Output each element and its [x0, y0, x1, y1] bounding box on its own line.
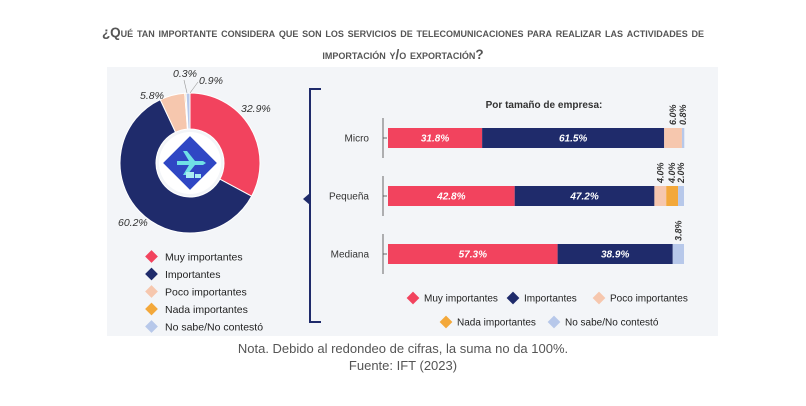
- bar-legend-label-importantes: Importantes: [524, 294, 577, 305]
- chart-title-line-2: importación y/o exportación?: [322, 47, 484, 62]
- legend-label-nada-importantes: Nada importantes: [165, 304, 248, 316]
- bracket-connector: [303, 88, 321, 323]
- donut-label-importantes: 60.2%: [118, 217, 148, 229]
- leader-line: [189, 81, 199, 94]
- source-text: Fuente: IFT (2023): [348, 358, 458, 373]
- bar-segment-mediana-no-sabe-no-contesto: [672, 244, 684, 264]
- legend-marker-poco-importantes: [145, 285, 158, 298]
- donut-slice-no-sabe-no-contesto: [185, 92, 191, 130]
- bar-segment-mediana-importantes: [557, 244, 673, 264]
- bar-segment-micro-no-sabe-no-contesto: [681, 128, 685, 148]
- bracket-line: [309, 88, 321, 323]
- leader-line: [183, 79, 188, 94]
- bar-value-pequena-poco-importantes: 4.0%: [655, 162, 665, 184]
- legend-marker-muy-importantes: [145, 250, 158, 263]
- bar-legend-marker-no-sabe-no-contesto: [547, 315, 561, 329]
- cargo-box-icon: [195, 174, 201, 178]
- legend-label-muy-importantes: Muy importantes: [165, 252, 243, 264]
- bar-value-pequena-muy-importantes: 42.8%: [436, 192, 465, 203]
- legend-marker-no-sabe-no-contesto: [145, 320, 158, 333]
- donut-slice-importantes: [119, 98, 253, 234]
- bar-legend-marker-importantes: [506, 291, 520, 305]
- bar-value-micro-no-sabe-no-contesto: 0.8%: [678, 104, 688, 125]
- bar-legend: Muy importantes Importantes Poco important…: [406, 291, 688, 329]
- bar-value-micro-muy-importantes: 31.8%: [421, 134, 449, 145]
- bar-value-micro-importantes: 61.5%: [559, 134, 587, 145]
- bar-segment-pequena-nada-importantes: [666, 186, 679, 206]
- footnote: Nota. Debido al redondeo de cifras, la s…: [0, 340, 806, 374]
- category-label-pequena: Pequeña: [329, 192, 369, 203]
- donut-chart: 32.9% 60.2% 5.8% 0.3%0.9%: [118, 68, 271, 234]
- bar-segment-micro-muy-importantes: [388, 128, 483, 148]
- category-label-micro: Micro: [345, 134, 370, 145]
- bar-chart-subtitle: Por tamaño de empresa:: [486, 100, 603, 111]
- bar-value-mediana-muy-importantes: 57.3%: [459, 250, 487, 261]
- bar-value-mediana-importantes: 38.9%: [601, 250, 629, 261]
- donut-label-poco-importantes: 5.8%: [140, 90, 164, 102]
- bar-legend-label-poco-importantes: Poco importantes: [610, 294, 688, 305]
- bar-value-pequena-nada-importantes: 4.0%: [667, 162, 677, 184]
- airplane-wing: [183, 151, 195, 161]
- bar-legend-marker-muy-importantes: [406, 291, 420, 305]
- bar-segment-pequena-no-sabe-no-contesto: [678, 186, 684, 206]
- cargo-box-icon: [186, 172, 194, 178]
- bar-segment-micro-poco-importantes: [664, 128, 682, 148]
- category-label-mediana: Mediana: [331, 250, 370, 261]
- donut-slice-muy-importantes: [189, 92, 261, 197]
- legend-marker-nada-importantes: [145, 302, 158, 316]
- legend-label-no-sabe-no-contesto: No sabe/No contestó: [165, 322, 263, 334]
- bar-value-micro-poco-importantes: 6.0%: [668, 104, 678, 125]
- bar-legend-label-nada-importantes: Nada importantes: [457, 318, 536, 329]
- bar-legend-label-muy-importantes: Muy importantes: [424, 294, 498, 305]
- legend-marker-importantes: [145, 267, 158, 281]
- bar-segment-pequena-poco-importantes: [654, 186, 667, 206]
- bar-segment-micro-importantes: [482, 128, 665, 148]
- legend-label-importantes: Importantes: [165, 269, 220, 281]
- stacked-bar-chart: Por tamaño de empresa: Micro 31.8% 61.5% 6.0…: [329, 100, 688, 274]
- chart-title-line-1: ¿Qué tan importante considera que son lo…: [101, 25, 705, 40]
- bar-segment-mediana-muy-importantes: [388, 244, 558, 264]
- donut-label-muy-importantes: 32.9%: [241, 103, 271, 115]
- donut-label-no-sabe-no-contesto: 0.9%: [199, 75, 223, 87]
- bracket-pointer: [303, 193, 310, 205]
- donut-legend: Muy importantes Importantes Poco important…: [145, 250, 263, 334]
- note-text: Nota. Debido al redondeo de cifras, la s…: [237, 341, 569, 356]
- bar-value-pequena-no-sabe-no-contesto: 2.0%: [676, 162, 686, 184]
- bar-value-pequena-importantes: 47.2%: [569, 192, 598, 203]
- chart-title: ¿Qué tan importante considera que son lo…: [0, 22, 806, 66]
- bar-legend-marker-poco-importantes: [592, 291, 606, 305]
- bar-segment-pequena-importantes: [514, 186, 655, 206]
- bar-legend-label-no-sabe-no-contesto: No sabe/No contestó: [565, 318, 659, 329]
- bar-legend-marker-nada-importantes: [439, 315, 453, 329]
- airplane-icon: [177, 161, 206, 165]
- legend-label-poco-importantes: Poco importantes: [165, 287, 247, 299]
- bar-segment-pequena-muy-importantes: [388, 186, 515, 206]
- airplane-cargo-icon: [159, 132, 221, 194]
- bar-value-mediana-no-sabe-no-contesto: 3.8%: [673, 220, 683, 241]
- donut-label-nada-importantes: 0.3%: [173, 68, 197, 80]
